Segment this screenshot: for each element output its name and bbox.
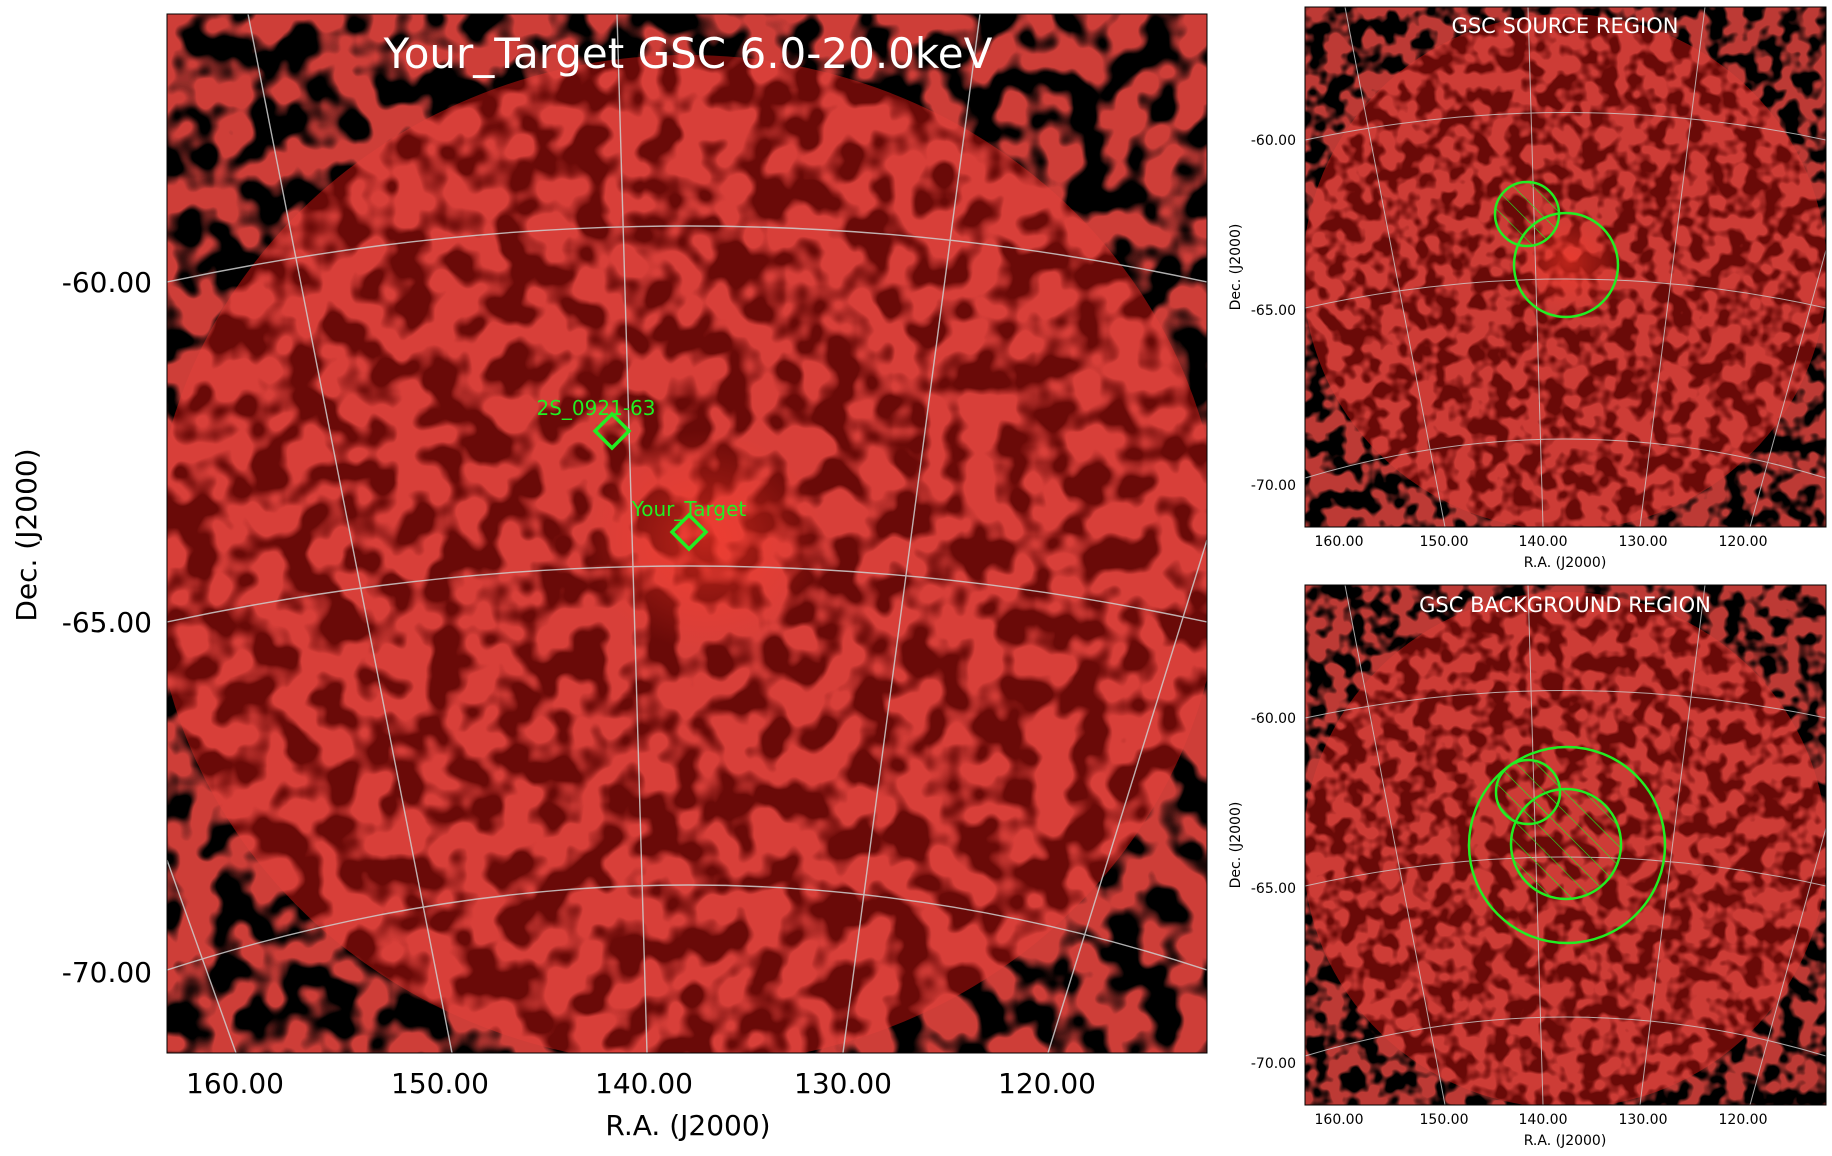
source-y-ticks: -60.00 -65.00 -70.00	[1251, 133, 1296, 494]
main-x-ticks: 160.00 150.00 140.00 130.00 120.00	[186, 1067, 1096, 1100]
main-image-panel: Your_Target GSC 6.0-20.0keV 2S_0921-63 Y…	[10, 13, 1208, 1142]
background-x-tick: 130.00	[1619, 1112, 1668, 1128]
source-y-tick: -70.00	[1251, 478, 1296, 494]
main-ylabel: Dec. (J2000)	[10, 448, 43, 621]
source-marker-your-target: Your_Target	[631, 497, 747, 552]
source-extraction-circle	[1512, 211, 1620, 319]
background-x-tick: 120.00	[1719, 1112, 1768, 1128]
source-xlabel: R.A. (J2000)	[1524, 555, 1607, 571]
source-x-tick: 140.00	[1519, 534, 1568, 550]
main-y-ticks: -60.00 -65.00 -70.00	[62, 266, 152, 989]
background-xlabel: R.A. (J2000)	[1524, 1133, 1607, 1149]
background-x-ticks: 160.00 150.00 140.00 130.00 120.00	[1315, 1112, 1768, 1128]
main-x-tick: 160.00	[186, 1067, 284, 1100]
source-x-ticks: 160.00 150.00 140.00 130.00 120.00	[1315, 534, 1768, 550]
background-x-tick: 160.00	[1315, 1112, 1364, 1128]
main-title: Your_Target GSC 6.0-20.0keV	[383, 29, 993, 78]
main-xlabel: R.A. (J2000)	[605, 1109, 770, 1142]
background-y-tick: -70.00	[1251, 1056, 1296, 1072]
source-label-your-target: Your_Target	[631, 497, 747, 521]
background-excluded-contaminant-circle	[1494, 758, 1562, 826]
main-x-tick: 150.00	[391, 1067, 489, 1100]
source-ylabel: Dec. (J2000)	[1228, 224, 1244, 311]
main-x-tick: 140.00	[595, 1067, 693, 1100]
background-y-tick: -60.00	[1251, 711, 1296, 727]
background-x-tick: 140.00	[1519, 1112, 1568, 1128]
main-image-frame	[166, 13, 1208, 1054]
source-contaminant-circle	[1493, 180, 1561, 248]
source-y-tick: -65.00	[1251, 303, 1296, 319]
background-x-tick: 150.00	[1420, 1112, 1469, 1128]
background-y-tick: -65.00	[1251, 881, 1296, 897]
source-panel-title: GSC SOURCE REGION	[1452, 14, 1679, 38]
background-region-panel: GSC BACKGROUND REGION 160.00 150.00 140.…	[1228, 584, 1827, 1149]
source-coordinate-grid	[1305, 7, 1826, 527]
main-y-tick: -60.00	[62, 266, 152, 299]
main-y-tick: -65.00	[62, 606, 152, 639]
source-x-tick: 150.00	[1420, 534, 1469, 550]
source-x-tick: 130.00	[1619, 534, 1668, 550]
background-ylabel: Dec. (J2000)	[1228, 802, 1244, 889]
main-coordinate-grid	[167, 14, 1207, 1053]
background-outer-circle	[1467, 745, 1667, 945]
source-label-2s0921: 2S_0921-63	[537, 396, 656, 420]
background-panel-title: GSC BACKGROUND REGION	[1419, 593, 1711, 617]
source-x-tick: 160.00	[1315, 534, 1364, 550]
source-marker-2s0921: 2S_0921-63	[537, 396, 656, 451]
source-y-tick: -60.00	[1251, 133, 1296, 149]
source-x-tick: 120.00	[1719, 534, 1768, 550]
source-region-panel: GSC SOURCE REGION 160.00 150.00 140.00 1…	[1228, 6, 1827, 571]
main-y-tick: -70.00	[62, 956, 152, 989]
main-x-tick: 120.00	[998, 1067, 1096, 1100]
main-x-tick: 130.00	[794, 1067, 892, 1100]
main-source-glow	[585, 430, 825, 650]
background-y-ticks: -60.00 -65.00 -70.00	[1251, 711, 1296, 1072]
